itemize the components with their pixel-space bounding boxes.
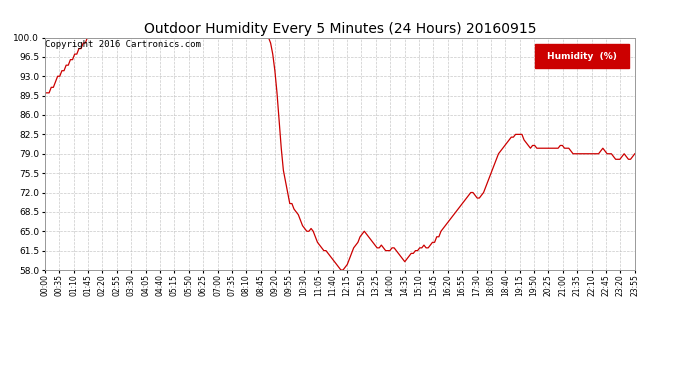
Text: Copyright 2016 Cartronics.com: Copyright 2016 Cartronics.com: [46, 40, 201, 49]
Title: Outdoor Humidity Every 5 Minutes (24 Hours) 20160915: Outdoor Humidity Every 5 Minutes (24 Hou…: [144, 22, 536, 36]
FancyBboxPatch shape: [535, 45, 629, 68]
Text: Humidity  (%): Humidity (%): [546, 52, 617, 61]
